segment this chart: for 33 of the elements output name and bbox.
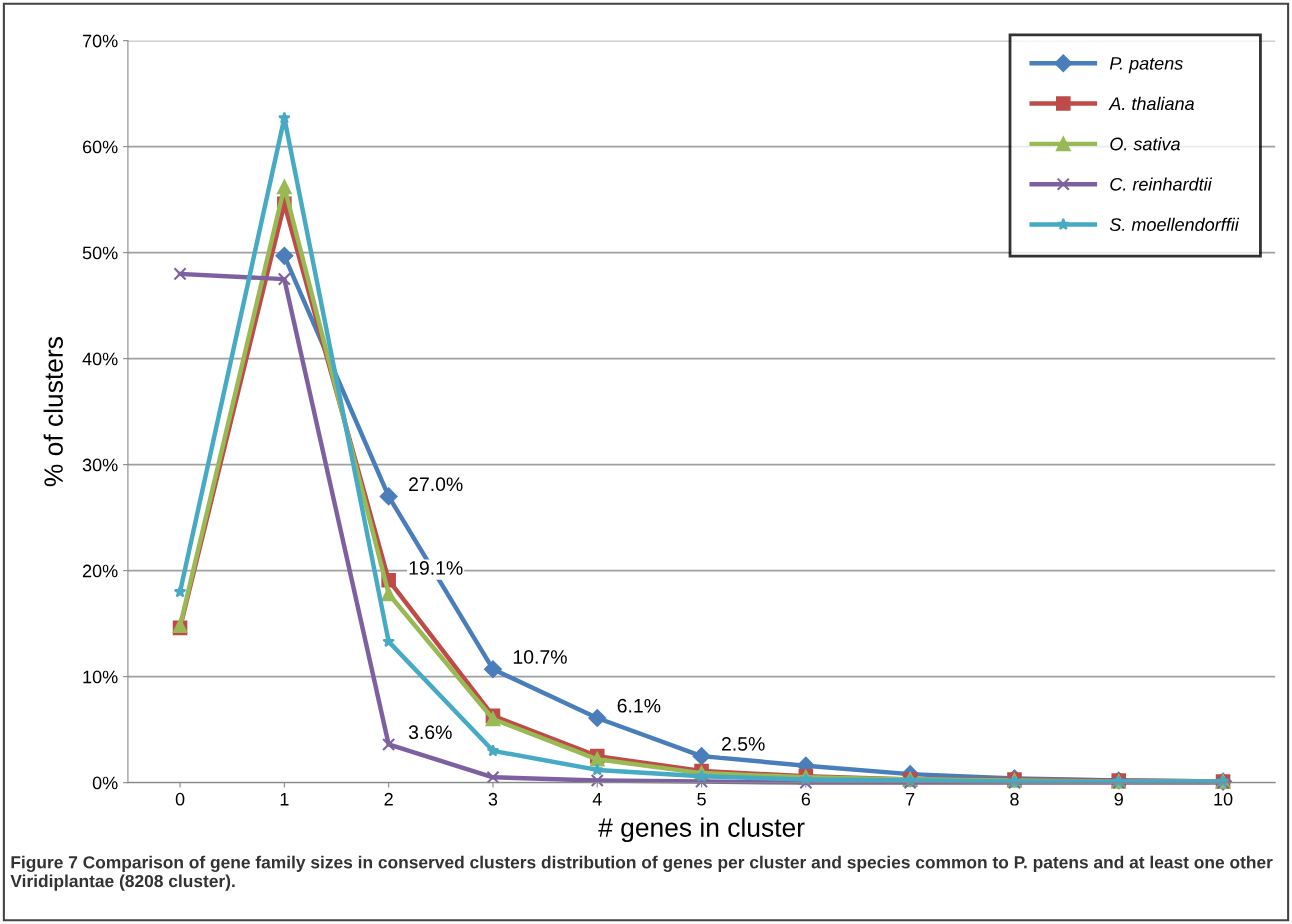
y-tick-label: 50% [82,246,118,260]
legend-label: A. thaliana [1108,96,1195,111]
annotation: 3.6% [408,725,452,740]
x-tick-label: 4 [592,793,602,806]
y-tick-label: 60% [82,140,118,154]
legend-label: S. moellendorffii [1109,217,1240,231]
x-tick-label: 7 [906,793,915,806]
y-tick-label: 30% [82,458,118,472]
legend-label: O. sativa [1110,137,1180,151]
annotation: 2.5% [721,737,765,751]
annotation: 10.7% [513,650,567,664]
x-tick-label: 3 [488,792,498,806]
x-tick-label: 6 [801,792,811,806]
y-tick-label: 70% [82,34,118,48]
y-tick-label: 40% [82,352,118,366]
x-tick-label: 9 [1114,792,1123,806]
x-tick-label: 8 [1010,792,1019,806]
caption: Figure 7 Comparison of gene family sizes in conserved clusters distribution of genes per cluster and species common to P. patens and at least one other Viridiplantae (8208 cluster). [10,855,1273,891]
x-axis-title: # genes in cluster [598,817,805,843]
x-tick-label: 1 [280,793,289,806]
x-tick-label: 5 [697,793,706,806]
annotation: 27.0% [409,477,463,492]
x-tick-label: 10 [1214,792,1233,806]
x-tick-label: 2 [384,792,393,806]
annotation: 6.1% [617,698,661,713]
y-tick-label: 20% [82,564,118,578]
y-axis-title: % of clusters [43,337,63,487]
annotation: 19.1% [409,561,463,575]
y-tick-label: 10% [83,670,118,684]
x-tick-label: 0 [175,792,185,806]
legend-label: C. reinhardtii [1110,177,1213,191]
legend-label: P. patens [1109,57,1183,74]
y-tick-label: 0% [92,776,118,790]
